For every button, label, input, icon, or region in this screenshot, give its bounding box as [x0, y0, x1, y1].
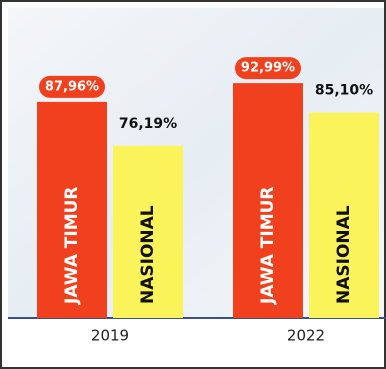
bar-series-label: NASIONAL [138, 205, 158, 304]
bar [309, 112, 379, 318]
bar [37, 101, 107, 318]
bar-series-label: NASIONAL [334, 205, 354, 304]
x-tick-label: 2022 [287, 327, 325, 345]
x-tick-label: 2019 [91, 327, 129, 345]
bar-series-label: JAWA TIMUR [258, 186, 278, 305]
value-label: 87,96% [45, 79, 99, 94]
bar [233, 83, 303, 318]
bar [113, 145, 183, 318]
value-label-pill [235, 57, 301, 80]
value-label: 92,99% [241, 61, 295, 76]
value-label-pill [39, 75, 105, 98]
value-label: 76,19% [119, 116, 177, 132]
bar-series-label: JAWA TIMUR [62, 186, 82, 305]
value-label: 85,10% [315, 83, 373, 99]
